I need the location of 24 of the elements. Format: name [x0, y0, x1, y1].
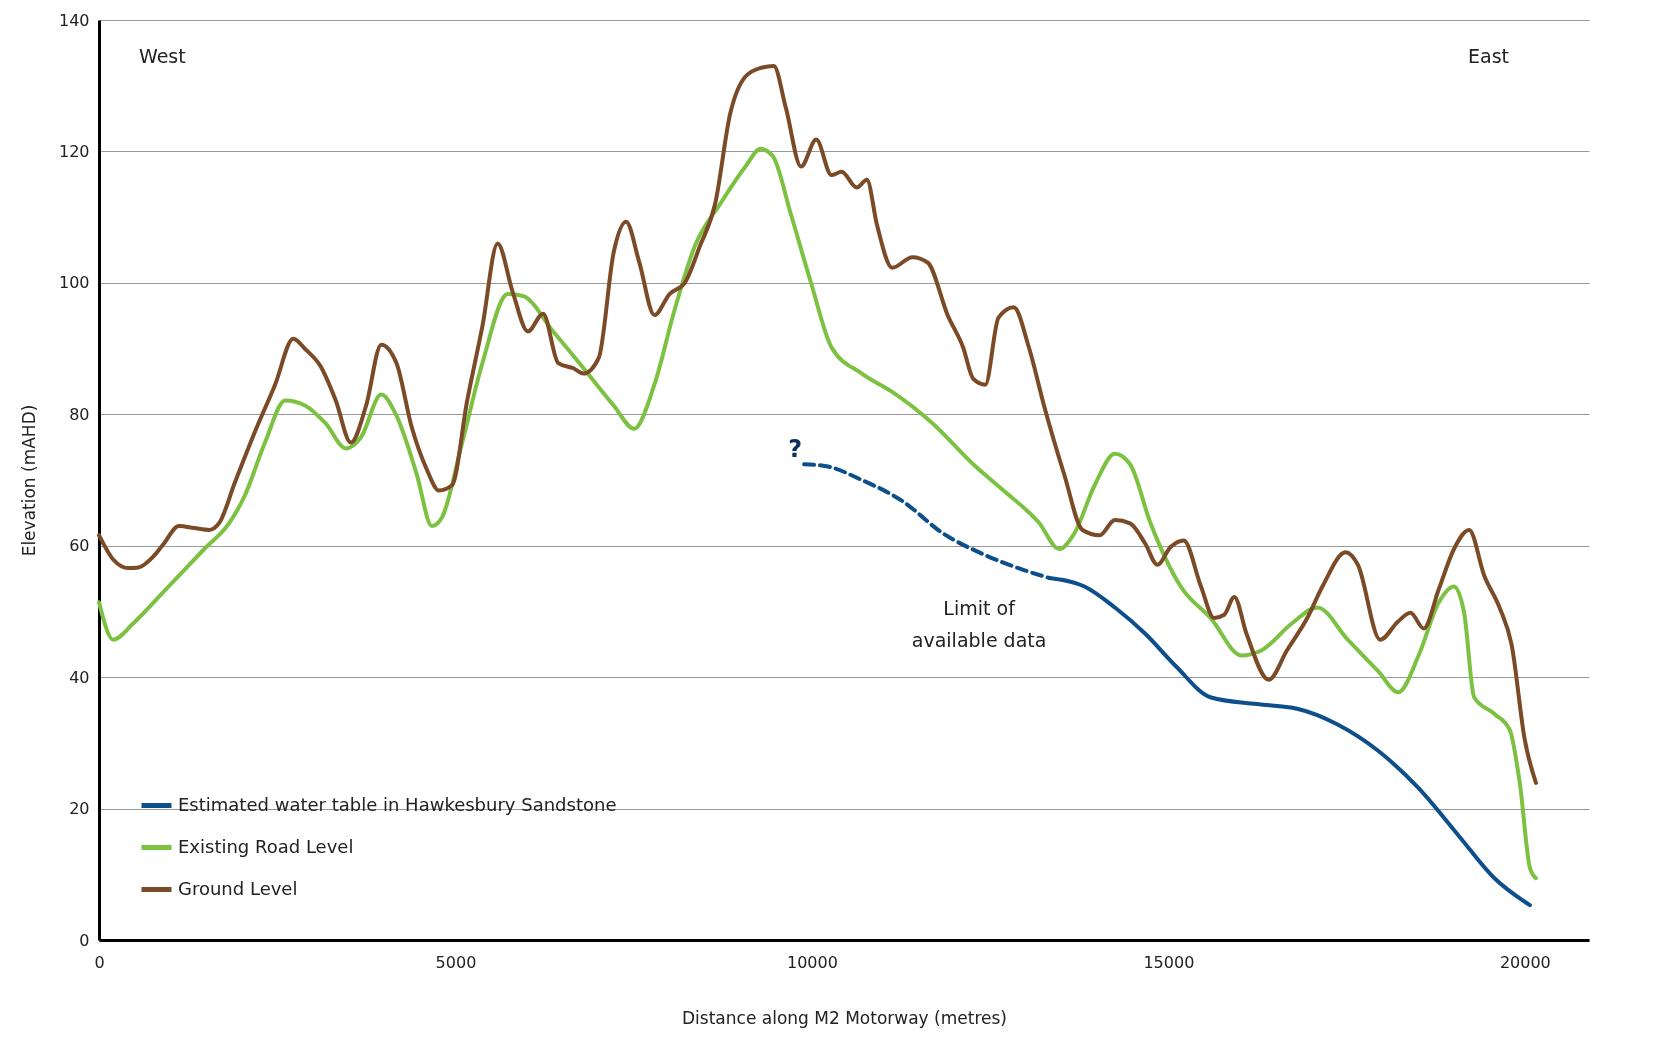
y-tick-label: 60	[69, 536, 90, 556]
x-axis-title: Distance along M2 Motorway (metres)	[682, 1007, 1007, 1028]
x-tick-label: 0	[94, 952, 105, 972]
line-series	[97, 146, 1538, 881]
x-tick-label: 5000	[435, 952, 477, 972]
annotation: Limit of available data	[911, 596, 1047, 651]
legend-label: Existing Road Level	[178, 835, 354, 857]
annotation: ?	[788, 435, 803, 464]
annotation: West	[139, 45, 186, 67]
y-tick-label: 40	[69, 667, 90, 687]
y-tick-label: 80	[69, 404, 90, 424]
x-tick-label: 10000	[786, 952, 838, 972]
annotation: East	[1468, 45, 1509, 67]
y-tick-label: 0	[79, 930, 90, 950]
y-tick-label: 100	[58, 273, 90, 293]
legend-label: Ground Level	[178, 877, 298, 899]
y-tick-label: 20	[69, 799, 90, 819]
x-tick-label: 15000	[1143, 952, 1195, 972]
x-tick-label: 20000	[1499, 952, 1551, 972]
y-tick-label: 140	[58, 10, 90, 30]
y-tick-label: 120	[58, 141, 90, 161]
legend-label: Estimated water table in Hawkesbury Sandstone	[178, 793, 617, 815]
line-series	[97, 64, 1538, 785]
y-axis-title: Elevation (mAHD)	[18, 404, 39, 557]
